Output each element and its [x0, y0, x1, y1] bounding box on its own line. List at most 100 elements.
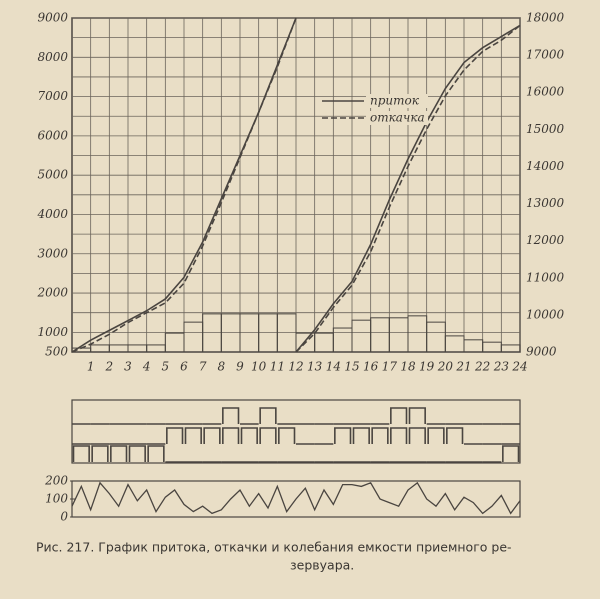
bar: [183, 321, 204, 353]
x-tick-label: 8: [218, 360, 226, 374]
x-tick-label: 11: [270, 360, 285, 374]
pump-step: [371, 427, 389, 444]
caption-line: зервуара.: [290, 558, 354, 573]
x-tick-label: 6: [180, 360, 188, 374]
y2-tick-label: 15000: [526, 122, 565, 136]
x-tick-label: 12: [288, 360, 303, 374]
x-tick-label: 16: [363, 360, 379, 374]
y2-tick-label: 14000: [526, 159, 565, 173]
bar: [202, 313, 222, 353]
bar: [370, 317, 390, 353]
y-tick-label: 1000: [37, 325, 68, 339]
bar: [276, 313, 297, 353]
bar: [388, 317, 409, 353]
bar: [146, 344, 166, 353]
pump-step: [352, 427, 370, 444]
x-tick-label: 22: [474, 360, 490, 374]
series-line: [295, 24, 521, 353]
series-line: [71, 481, 521, 515]
pump-step: [240, 427, 258, 444]
bar: [90, 344, 110, 353]
y2-tick-label: 11000: [526, 270, 565, 284]
pump-step: [184, 427, 202, 444]
legend-label: приток: [370, 94, 420, 108]
x-tick-label: 24: [511, 360, 527, 374]
y-tick-label: 4000: [36, 207, 68, 221]
pump-step: [203, 427, 221, 444]
x-tick-label: 21: [455, 360, 471, 374]
y2-tick-label: 10000: [526, 307, 565, 321]
pump-step: [222, 427, 240, 444]
y-tick-label: 200: [44, 474, 68, 488]
pump-step: [502, 445, 520, 462]
pump-step: [259, 427, 277, 444]
pump-step: [110, 445, 128, 462]
pump-step: [72, 445, 90, 462]
caption-line: Рис. 217. График притока, откачки и коле…: [36, 540, 512, 555]
pump-step: [166, 427, 184, 444]
y2-tick-label: 18000: [526, 11, 565, 25]
pump-step: [147, 445, 165, 462]
x-tick-label: 18: [400, 360, 416, 374]
x-tick-label: 13: [307, 360, 323, 374]
bar: [463, 339, 484, 353]
y2-tick-label: 12000: [526, 233, 565, 247]
panel-frame: [71, 399, 521, 464]
pump-step: [222, 407, 240, 424]
pump-step: [390, 427, 408, 444]
y-tick-label: 0: [60, 510, 68, 524]
pump-step: [390, 407, 408, 424]
bar: [407, 315, 428, 353]
legend-bg: [366, 94, 428, 108]
x-tick-label: 1: [87, 360, 95, 374]
x-tick-label: 3: [124, 360, 132, 374]
bar: [220, 313, 241, 353]
series-line: [71, 17, 297, 353]
x-tick-label: 5: [162, 360, 170, 374]
bar: [482, 341, 502, 353]
bar: [332, 327, 353, 353]
y-tick-label: 6000: [37, 128, 68, 142]
bar: [239, 313, 260, 353]
bar: [426, 321, 446, 353]
x-tick-label: 17: [382, 360, 398, 374]
x-tick-label: 23: [493, 360, 510, 374]
y-tick-label: 3000: [37, 246, 68, 260]
pump-step: [259, 407, 277, 424]
bar: [127, 344, 148, 353]
pump-step: [427, 427, 445, 444]
bar: [351, 319, 372, 353]
x-tick-label: 9: [236, 360, 244, 374]
x-tick-label: 15: [344, 360, 359, 374]
x-tick-label: 7: [199, 360, 207, 374]
bar: [500, 344, 521, 353]
y2-tick-label: 13000: [526, 196, 565, 210]
bar: [164, 332, 185, 353]
y-tick-label: 2000: [36, 286, 68, 300]
y2-tick-label: 9000: [526, 345, 557, 359]
pump-step: [408, 427, 426, 444]
y-tick-label: 5000: [37, 168, 68, 182]
series-line: [295, 24, 521, 353]
pump-step: [278, 427, 296, 444]
legend-label: откачка: [370, 111, 425, 125]
x-tick-label: 14: [326, 360, 341, 374]
pump-step: [446, 427, 464, 444]
pump-step: [408, 407, 426, 424]
x-tick-label: 2: [105, 360, 114, 374]
bar: [258, 313, 278, 353]
x-tick-label: 4: [142, 360, 151, 374]
bar: [108, 344, 129, 353]
pump-step: [91, 445, 109, 462]
y-tick-label: 100: [45, 492, 68, 506]
x-tick-label: 19: [419, 360, 435, 374]
pump-step: [128, 445, 146, 462]
y-tick-label: 8000: [37, 50, 68, 64]
legend-bg: [366, 111, 428, 125]
y-tick-label: 500: [45, 345, 68, 359]
y2-tick-label: 16000: [526, 85, 565, 99]
x-tick-label: 20: [437, 360, 454, 374]
y-tick-label: 9000: [37, 11, 68, 25]
pump-step: [334, 427, 352, 444]
